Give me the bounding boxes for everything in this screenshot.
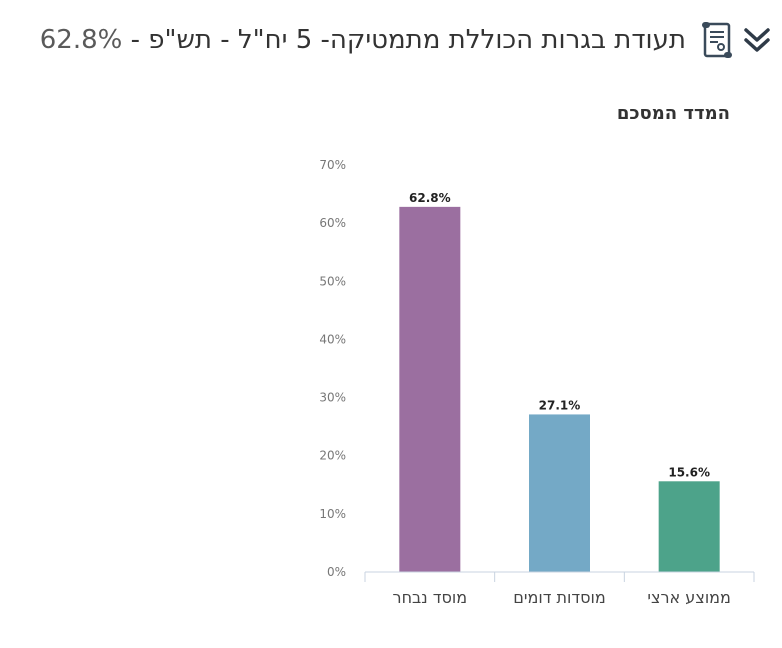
x-category-label: מוסדות דומים [513,588,605,607]
y-tick-label: 40% [319,332,346,346]
double-chevron-down-icon[interactable] [742,24,772,56]
bar-value-label: 62.8% [409,191,451,205]
y-tick-label: 0% [327,565,346,579]
y-tick-label: 30% [319,391,346,405]
x-axis: מוסד נבחר מוסדות דומים ממוצע ארצי [364,571,755,607]
bars: 62.8% 27.1% 15.6% [399,191,720,572]
bar-value-label: 27.1% [539,398,581,412]
page-title-text: תעודת בגרות הכוללת מתמטיקה- 5 יח"ל - תש"… [122,25,686,55]
bar-value-label: 15.6% [668,465,710,479]
chart-title: המדד המסכם [616,103,730,124]
bar[interactable] [399,206,461,572]
diploma-scroll-icon [702,22,732,58]
x-category-label: ממוצע ארצי [647,588,730,607]
y-tick-label: 20% [319,449,346,463]
page-title: תעודת בגרות הכוללת מתמטיקה- 5 יח"ל - תש"… [40,25,686,55]
y-tick-label: 60% [319,216,346,230]
y-axis: 0% 10% 20% 30% 40% 50% 60% 70% [319,158,346,579]
page-title-value: 62.8% [39,25,123,55]
y-tick-label: 50% [319,274,346,288]
y-tick-label: 10% [319,507,346,521]
bar[interactable] [529,414,590,572]
y-tick-label: 70% [319,158,346,172]
bar[interactable] [658,481,720,572]
x-category-label: מוסד נבחר [393,588,468,607]
page-header: תעודת בגרות הכוללת מתמטיקה- 5 יח"ל - תש"… [8,18,772,62]
